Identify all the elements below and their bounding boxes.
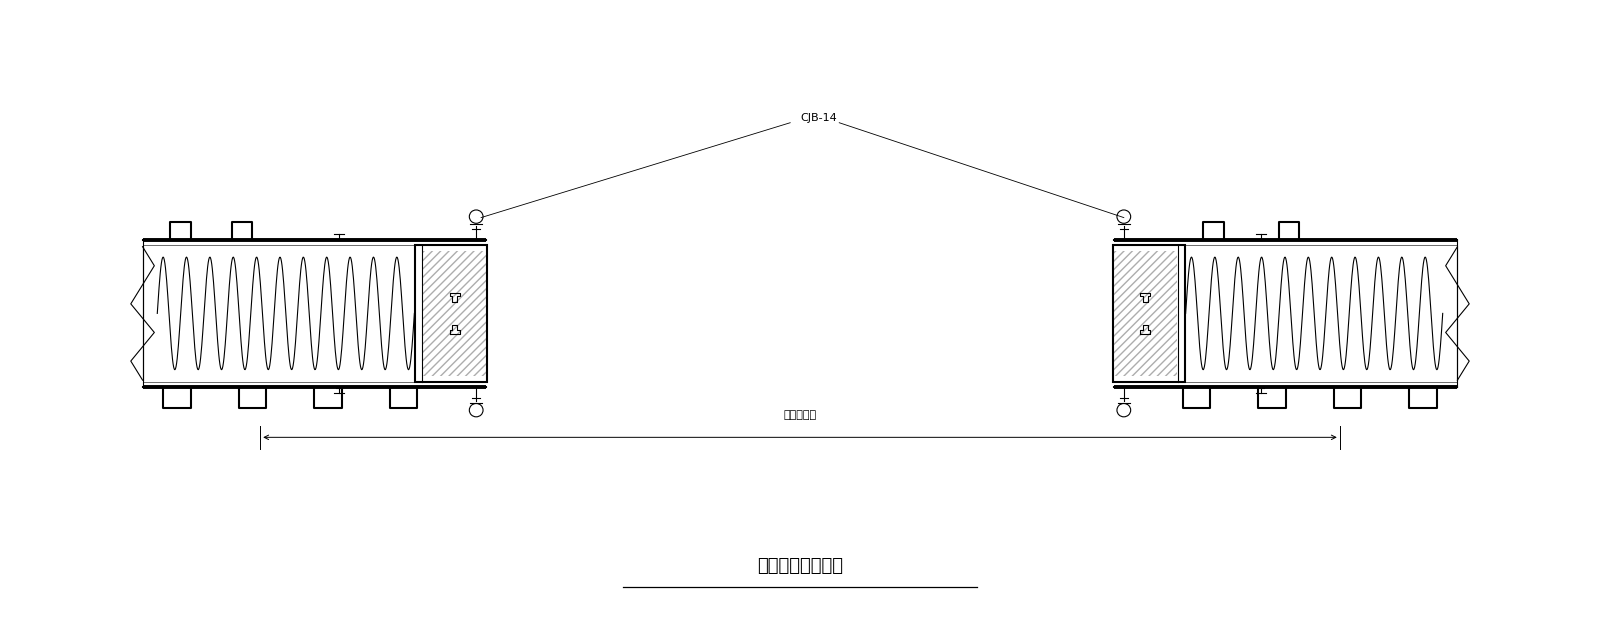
Bar: [1114, 245, 1184, 381]
Bar: [1114, 239, 1458, 387]
Bar: [416, 245, 486, 381]
Bar: [422, 251, 486, 376]
Text: CJB-14: CJB-14: [800, 113, 837, 123]
Bar: [1114, 251, 1176, 376]
Text: 门洞口尺寸: 门洞口尺寸: [784, 410, 816, 420]
Text: 门左右口节点详图: 门左右口节点详图: [757, 557, 843, 575]
Bar: [142, 239, 486, 387]
